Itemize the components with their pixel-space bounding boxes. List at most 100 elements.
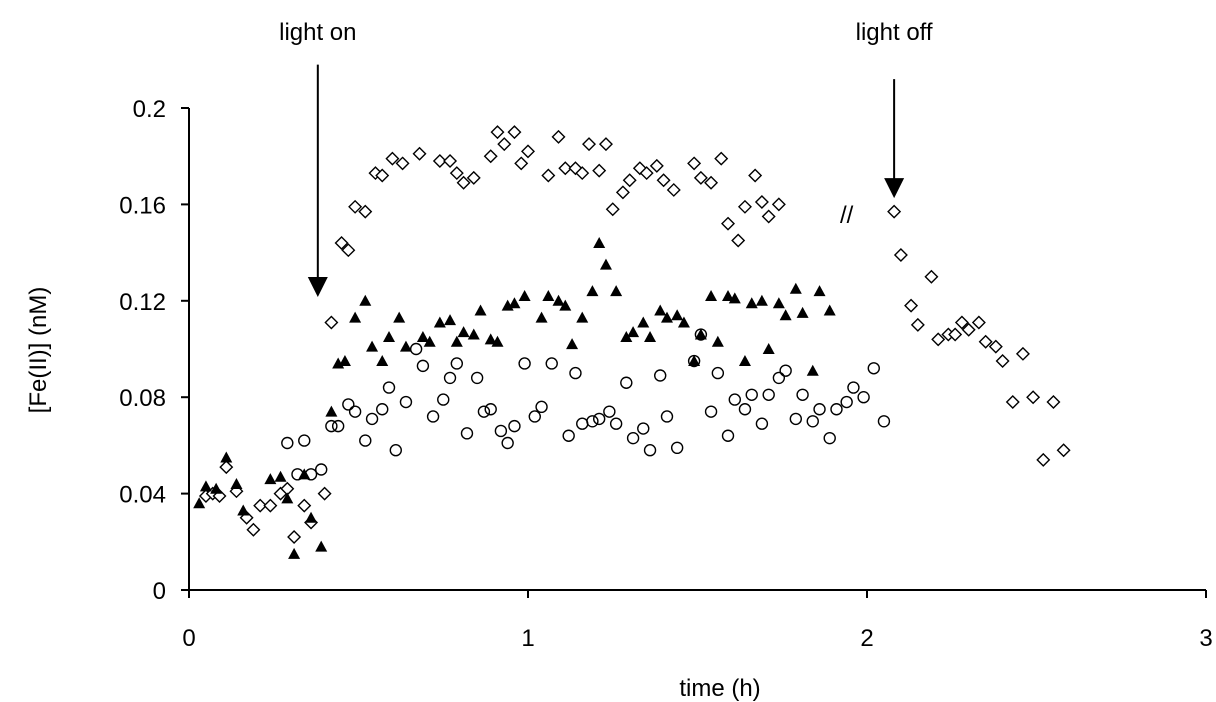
data-point-triangle (576, 311, 589, 323)
data-point-triangle (298, 468, 311, 480)
data-point-triangle (593, 236, 606, 248)
data-point-diamond (541, 168, 556, 183)
data-point-circle (298, 434, 311, 447)
data-point-triangle (467, 328, 480, 340)
x-tick-label: 0 (182, 625, 195, 652)
series-open-diamond (198, 125, 1071, 544)
data-point-diamond (1046, 395, 1061, 410)
data-point-triangle (433, 316, 446, 328)
data-series (193, 125, 1071, 559)
data-point-circle (562, 429, 575, 442)
data-point-triangle (281, 492, 294, 504)
y-tick-label: 0.16 (119, 192, 166, 219)
x-tick-label: 3 (1199, 625, 1212, 652)
data-point-diamond (432, 154, 447, 169)
data-point-circle (494, 424, 508, 438)
data-point-circle (796, 388, 809, 401)
data-point-diamond (978, 334, 993, 349)
data-point-circle (789, 412, 803, 426)
y-axis-title: [Fe(II)] (nM) (25, 287, 52, 414)
data-point-triangle (599, 258, 612, 270)
data-point-diamond (412, 146, 427, 161)
data-point-circle (847, 381, 860, 394)
data-point-diamond (219, 460, 234, 475)
data-point-circle (389, 444, 402, 457)
data-point-circle (325, 419, 338, 433)
data-point-diamond (904, 298, 919, 313)
y-tick-label: 0.04 (119, 482, 166, 509)
y-tick-label: 0.12 (119, 289, 166, 316)
data-point-diamond (995, 354, 1010, 369)
data-point-triangle (796, 306, 809, 318)
data-point-circle (437, 393, 450, 406)
data-point-circle (508, 419, 521, 433)
data-point-triangle (288, 547, 301, 559)
data-point-diamond (466, 170, 481, 185)
data-point-triangle (620, 330, 633, 342)
data-point-triangle (508, 297, 521, 309)
data-point-circle (704, 405, 718, 418)
data-point-triangle (393, 311, 406, 323)
data-point-diamond (693, 170, 708, 185)
data-point-circle (728, 393, 741, 406)
data-point-diamond (737, 199, 752, 214)
data-point-diamond (592, 163, 607, 178)
data-point-diamond (246, 522, 261, 537)
data-point-diamond (1015, 346, 1030, 361)
data-point-diamond (639, 166, 654, 181)
data-point-circle (426, 410, 440, 423)
data-point-triangle (305, 511, 318, 523)
data-point-triangle (711, 335, 724, 347)
data-point-triangle (671, 309, 684, 321)
data-point-triangle (366, 340, 379, 352)
data-point-triangle (444, 314, 457, 326)
data-point-circle (365, 412, 379, 426)
data-point-circle (450, 357, 464, 370)
data-point-circle (687, 354, 701, 368)
data-point-circle (857, 391, 870, 404)
data-point-circle (528, 410, 541, 423)
data-point-circle (291, 468, 304, 481)
annotation-label: light off (856, 19, 933, 46)
data-point-diamond (893, 248, 908, 262)
data-point-circle (609, 417, 623, 430)
data-point-triangle (237, 504, 250, 516)
data-point-diamond (754, 195, 769, 209)
data-point-diamond (988, 339, 1003, 354)
data-point-diamond (507, 125, 522, 140)
data-point-diamond (575, 166, 590, 181)
data-point-diamond (771, 197, 786, 212)
data-point-circle (586, 415, 599, 428)
data-point-diamond (490, 125, 505, 140)
data-point-triangle (627, 326, 640, 338)
data-point-triangle (193, 497, 206, 509)
data-point-diamond (954, 315, 969, 330)
data-point-triangle (772, 297, 785, 309)
series-filled-triangle (193, 236, 836, 559)
data-point-triangle (779, 309, 792, 321)
data-point-triangle (644, 330, 657, 342)
data-point-circle (877, 415, 891, 428)
data-point-triangle (566, 338, 579, 350)
data-point-triangle (654, 304, 667, 316)
data-point-circle (382, 381, 396, 394)
data-point-circle (711, 366, 725, 380)
series-open-circle (281, 328, 891, 481)
data-point-triangle (660, 311, 673, 323)
x-tick-label: 2 (860, 625, 873, 652)
data-point-circle (443, 371, 457, 385)
data-point-diamond (598, 137, 613, 152)
data-point-circle (460, 427, 474, 440)
data-point-circle (592, 412, 606, 426)
data-point-diamond (961, 322, 976, 337)
data-point-triangle (552, 294, 565, 306)
y-tick-label: 0 (153, 578, 166, 605)
data-point-diamond (714, 151, 729, 166)
data-point-circle (569, 366, 582, 380)
data-point-diamond (924, 269, 939, 284)
y-tick-label: 0.2 (133, 96, 166, 123)
data-point-circle (484, 403, 497, 416)
data-point-diamond (615, 185, 630, 200)
data-point-circle (779, 364, 792, 377)
